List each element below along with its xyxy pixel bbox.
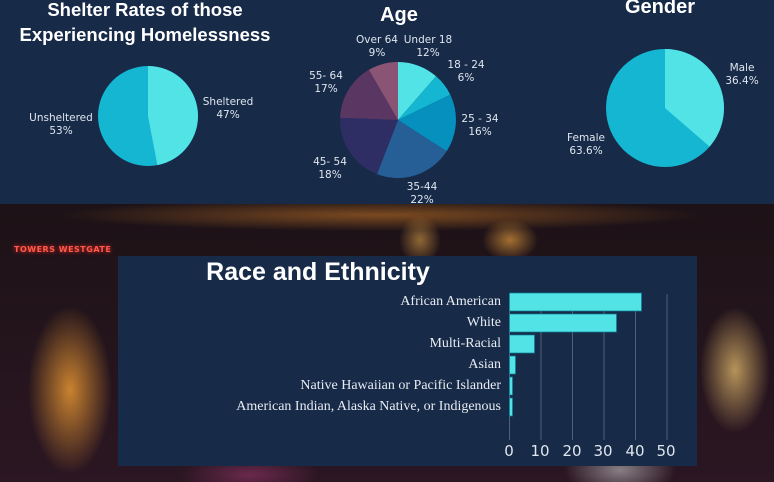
bar-american-indian bbox=[509, 397, 513, 417]
bar-native-hawaiian bbox=[509, 376, 513, 396]
bar-african-american bbox=[509, 292, 642, 312]
x-tick: 20 bbox=[562, 442, 582, 460]
race-category-label: American Indian, Alaska Native, or Indig… bbox=[236, 399, 501, 414]
x-tick: 50 bbox=[656, 442, 676, 460]
age-chart-title: Age bbox=[380, 4, 418, 26]
bar-asian bbox=[509, 355, 516, 375]
gender-label-female: Female 63.6% bbox=[567, 132, 605, 157]
race-category-label: African American bbox=[400, 294, 501, 309]
x-tick: 40 bbox=[625, 442, 645, 460]
race-bar-plot bbox=[509, 292, 668, 440]
gender-label-male: Male 36.4% bbox=[725, 62, 759, 87]
top-panel: Shelter Rates of those Experiencing Home… bbox=[0, 0, 774, 206]
age-label-18-24: 18 - 24 6% bbox=[447, 59, 485, 84]
shelter-label-unsheltered: Unsheltered 53% bbox=[29, 112, 93, 137]
age-label-over-64: Over 64 9% bbox=[356, 34, 398, 59]
gender-pie bbox=[606, 49, 724, 167]
shelter-label-sheltered: Sheltered 47% bbox=[202, 96, 254, 121]
age-label-55-64: 55- 64 17% bbox=[309, 70, 343, 95]
shelter-title-line1: Shelter Rates of those bbox=[47, 0, 243, 20]
age-label-under-18: Under 18 12% bbox=[403, 34, 453, 59]
race-category-label: Asian bbox=[468, 357, 501, 372]
casino-sign: TOWERS WESTGATE bbox=[14, 245, 112, 254]
race-category-label: Native Hawaiian or Pacific Islander bbox=[300, 378, 501, 393]
bar-multi-racial bbox=[509, 334, 535, 354]
race-category-label: Multi-Racial bbox=[429, 336, 501, 351]
age-label-45-54: 45- 54 18% bbox=[313, 156, 347, 181]
race-category-label: White bbox=[466, 315, 501, 330]
age-label-35-44: 35-44 22% bbox=[406, 181, 438, 206]
shelter-pie bbox=[98, 66, 198, 166]
bar-white bbox=[509, 313, 617, 333]
shelter-chart-title: Shelter Rates of those Experiencing Home… bbox=[0, 0, 290, 47]
gender-chart-title: Gender bbox=[624, 0, 696, 18]
age-label-25-34: 25 - 34 16% bbox=[461, 113, 499, 138]
x-tick: 0 bbox=[504, 442, 514, 460]
race-chart-title: Race and Ethnicity bbox=[206, 258, 430, 286]
shelter-title-line2: Experiencing Homelessness bbox=[19, 24, 271, 45]
x-tick: 30 bbox=[593, 442, 613, 460]
age-pie bbox=[340, 62, 456, 178]
race-ethnicity-panel: Race and Ethnicity African American Whit… bbox=[118, 256, 697, 466]
x-tick: 10 bbox=[530, 442, 550, 460]
